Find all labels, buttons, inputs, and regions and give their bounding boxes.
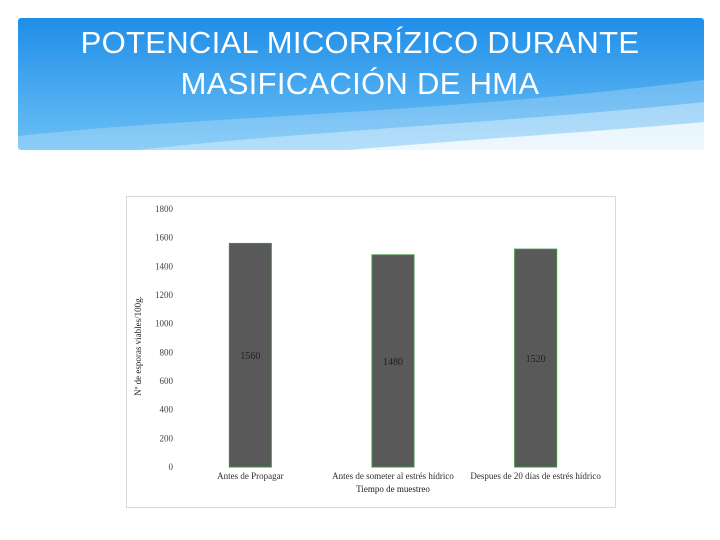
bar-chart: 0 200 400 600 800 1000 1200 1400 1600 1800 1560 14… bbox=[133, 204, 601, 494]
y-tick-label: 1800 bbox=[155, 204, 174, 214]
banner-wave bbox=[18, 80, 704, 150]
y-tick-label: 400 bbox=[160, 405, 174, 415]
chart-area: 0 200 400 600 800 1000 1200 1400 1600 1800 1560 14… bbox=[126, 196, 616, 508]
y-tick-label: 1400 bbox=[155, 261, 174, 271]
data-label: 1560 bbox=[240, 351, 260, 362]
x-axis-label: Tiempo de muestreo bbox=[356, 484, 430, 494]
y-tick-label: 1000 bbox=[155, 319, 174, 329]
x-tick-label: Despues de 20 días de estrés hídrico bbox=[470, 471, 601, 481]
data-label: 1480 bbox=[383, 357, 403, 368]
data-label: 1520 bbox=[526, 354, 546, 365]
y-tick-label: 600 bbox=[160, 376, 174, 386]
y-tick-label: 1600 bbox=[155, 233, 174, 243]
banner-wave bbox=[348, 122, 704, 150]
bar bbox=[228, 242, 272, 468]
x-tick-label: Antes de Propagar bbox=[217, 471, 283, 481]
x-tick-label: Antes de someter al estrés hídrico bbox=[332, 471, 454, 481]
banner-background bbox=[18, 18, 704, 150]
bar bbox=[514, 248, 558, 468]
slide-title: POTENCIAL MICORRÍZICO DURANTE MASIFICACI… bbox=[0, 22, 720, 104]
slide-title-line-2: MASIFICACIÓN DE HMA bbox=[180, 66, 540, 101]
title-banner bbox=[18, 18, 704, 150]
slide-title-line-1: POTENCIAL MICORRÍZICO DURANTE bbox=[80, 25, 640, 60]
bar bbox=[371, 254, 415, 468]
y-tick-label: 0 bbox=[169, 462, 174, 472]
data-labels: 1560 1480 1520 bbox=[240, 351, 545, 368]
y-tick-label: 200 bbox=[160, 433, 174, 443]
y-tick-label: 1200 bbox=[155, 290, 174, 300]
x-axis-ticks: Antes de Propagar Antes de someter al est… bbox=[217, 471, 601, 481]
y-axis-ticks: 0 200 400 600 800 1000 1200 1400 1600 1800 bbox=[155, 204, 174, 472]
y-axis-label: Nº de esporas viables/100g. bbox=[133, 296, 143, 396]
bars bbox=[228, 242, 558, 468]
y-tick-label: 800 bbox=[160, 347, 174, 357]
